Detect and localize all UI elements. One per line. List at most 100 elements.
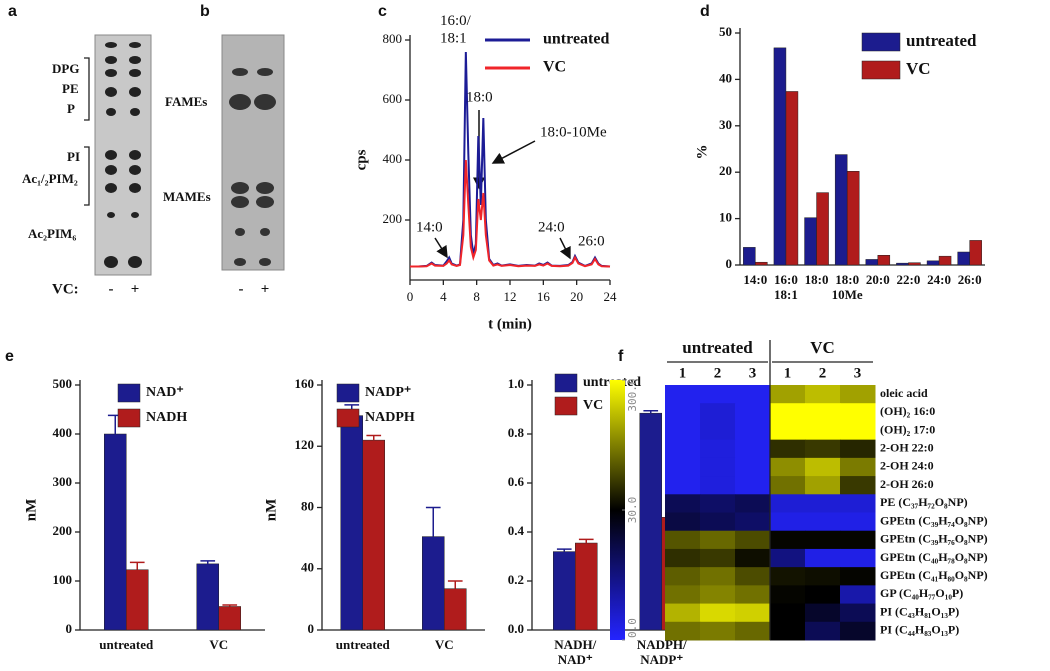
row-label: PE (C₃₇H₇₂O₈NP) (880, 495, 968, 509)
heatmap-cell (700, 530, 736, 550)
y-tick-label: 0 (308, 621, 315, 636)
heatmap-cell (840, 512, 876, 532)
bar (773, 47, 787, 266)
heatmap-cell (700, 476, 736, 495)
x-tick-label: 22:0 (897, 272, 921, 287)
x-tick-label: untreated (336, 637, 391, 652)
heatmap-cell (735, 421, 771, 441)
panel-label: b (200, 3, 210, 20)
band-label: PI (67, 149, 80, 164)
heatmap-cell (770, 548, 806, 568)
row-label: GPEtn (C₃₉H₇₆O₈NP) (880, 532, 988, 546)
text-line: NAD⁺ (558, 652, 593, 666)
x-tick-label: 8 (473, 289, 480, 304)
legend-label: untreated (906, 31, 977, 50)
heatmap-cell (735, 585, 771, 605)
error-bar (643, 409, 659, 414)
heatmap-cell (665, 621, 701, 641)
y-tick-label: 0.6 (508, 474, 525, 489)
band-label: P (67, 101, 75, 116)
y-tick-label: 400 (53, 425, 73, 440)
heatmap-cell (665, 494, 701, 513)
heatmap-cell (770, 621, 806, 641)
bar (422, 536, 445, 631)
x-tick-label: VC (435, 637, 454, 652)
bar (126, 569, 149, 631)
error-bar (222, 604, 238, 607)
bar (834, 154, 848, 266)
colorbar-label: 0.0 (626, 618, 639, 638)
legend-label: VC (583, 398, 603, 413)
heatmap-cell (700, 585, 736, 605)
bar (908, 262, 921, 266)
y-tick-label: 50 (719, 24, 732, 39)
heatmap-cell (840, 385, 876, 404)
heatmap-cell (700, 421, 736, 441)
legend-swatch (861, 60, 901, 80)
heatmap-cell (665, 421, 701, 441)
heatmap-cell (840, 548, 876, 568)
x-tick-label: 24 (604, 289, 618, 304)
bar (553, 551, 576, 631)
heatmap-cell (770, 403, 806, 422)
annotation: 18:0-10Me (540, 124, 607, 140)
heatmap-cell (735, 403, 771, 422)
heatmap-cell (805, 512, 841, 532)
heatmap-cell (840, 439, 876, 459)
bar (218, 606, 241, 631)
band-label: Ac₁/₂PIM₂ (22, 171, 78, 186)
y-tick-label: 300 (53, 474, 73, 489)
bar (104, 433, 127, 631)
heatmap-cell (735, 385, 771, 404)
tlc-plate-b (221, 34, 285, 271)
legend-swatch (861, 32, 901, 52)
error-bar (578, 538, 594, 544)
x-tick-label: 12 (504, 289, 517, 304)
legend-label: VC (906, 59, 931, 78)
panel-label: d (700, 3, 710, 20)
heatmap-cell (805, 385, 841, 404)
heatmap-cell (665, 457, 701, 477)
x-tick-label: NADH/NAD⁺ (554, 637, 596, 666)
heatmap-cell (665, 439, 701, 459)
row-label: PI (C₄₄H₈₃O₁₃P) (880, 623, 959, 637)
heatmap-cell (770, 385, 806, 404)
y-tick-label: 200 (383, 211, 403, 226)
column-label: 3 (749, 365, 757, 381)
bar (865, 259, 879, 266)
heatmap-cell (700, 567, 736, 586)
heatmap-cell (840, 494, 876, 513)
y-tick-label: 10 (719, 210, 732, 225)
x-tick-label: 18:0 (805, 272, 829, 287)
lane-title: VC: (52, 281, 79, 297)
x-tick-label: 24:0 (927, 272, 951, 287)
heatmap-cell (665, 385, 701, 404)
heatmap-cell (805, 603, 841, 623)
annotation: 18:0 (466, 89, 493, 105)
x-axis-label: t (min) (488, 316, 532, 332)
heatmap-cell (700, 403, 736, 422)
heatmap-cell (805, 439, 841, 459)
heatmap-cell (770, 530, 806, 550)
legend-swatch (554, 396, 578, 416)
heatmap-cell (840, 567, 876, 586)
legend-label: NADPH (365, 410, 415, 425)
panel-label: a (8, 3, 17, 20)
heatmap-cell (840, 421, 876, 441)
text-line: 18:1 (440, 31, 467, 47)
heatmap-cell (840, 457, 876, 477)
row-label: PI (C₄₃H₈₁O₁₃P) (880, 604, 959, 618)
band-label: DPG (52, 61, 79, 76)
panel-label: c (378, 3, 387, 20)
bar (196, 563, 219, 631)
colorbar-label: 30.0 (626, 497, 639, 524)
x-tick-label: 18:0 10Me (832, 272, 863, 302)
y-tick-label: 600 (383, 91, 403, 106)
error-bar (425, 506, 441, 537)
lane-label: + (261, 281, 270, 297)
column-label: 1 (679, 365, 687, 381)
annotation: 26:0 (578, 233, 605, 249)
panel-label: e (5, 348, 14, 365)
bar (969, 240, 982, 266)
